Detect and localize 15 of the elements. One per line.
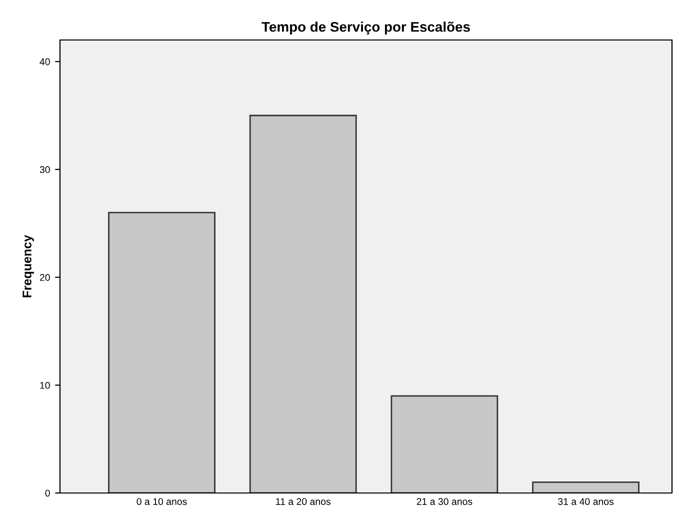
x-tick-label: 0 a 10 anos: [136, 498, 187, 505]
chart-title: Tempo de Serviço por Escalões: [262, 22, 470, 35]
x-tick-label: 11 a 20 anos: [276, 498, 331, 505]
x-tick-label: 31 a 40 anos: [558, 498, 614, 505]
y-tick-label: 10: [40, 382, 50, 389]
y-axis-title: Frequency: [22, 234, 34, 298]
bar: [249, 114, 357, 493]
y-tick-label: 30: [40, 166, 50, 174]
y-tick-label: 0: [45, 490, 50, 497]
bar: [532, 482, 640, 493]
bar: [108, 212, 216, 493]
y-tick-label: 40: [40, 58, 50, 66]
bar: [390, 395, 498, 493]
y-tick-label: 20: [40, 274, 50, 281]
x-tick-label: 21 a 30 anos: [416, 498, 472, 505]
